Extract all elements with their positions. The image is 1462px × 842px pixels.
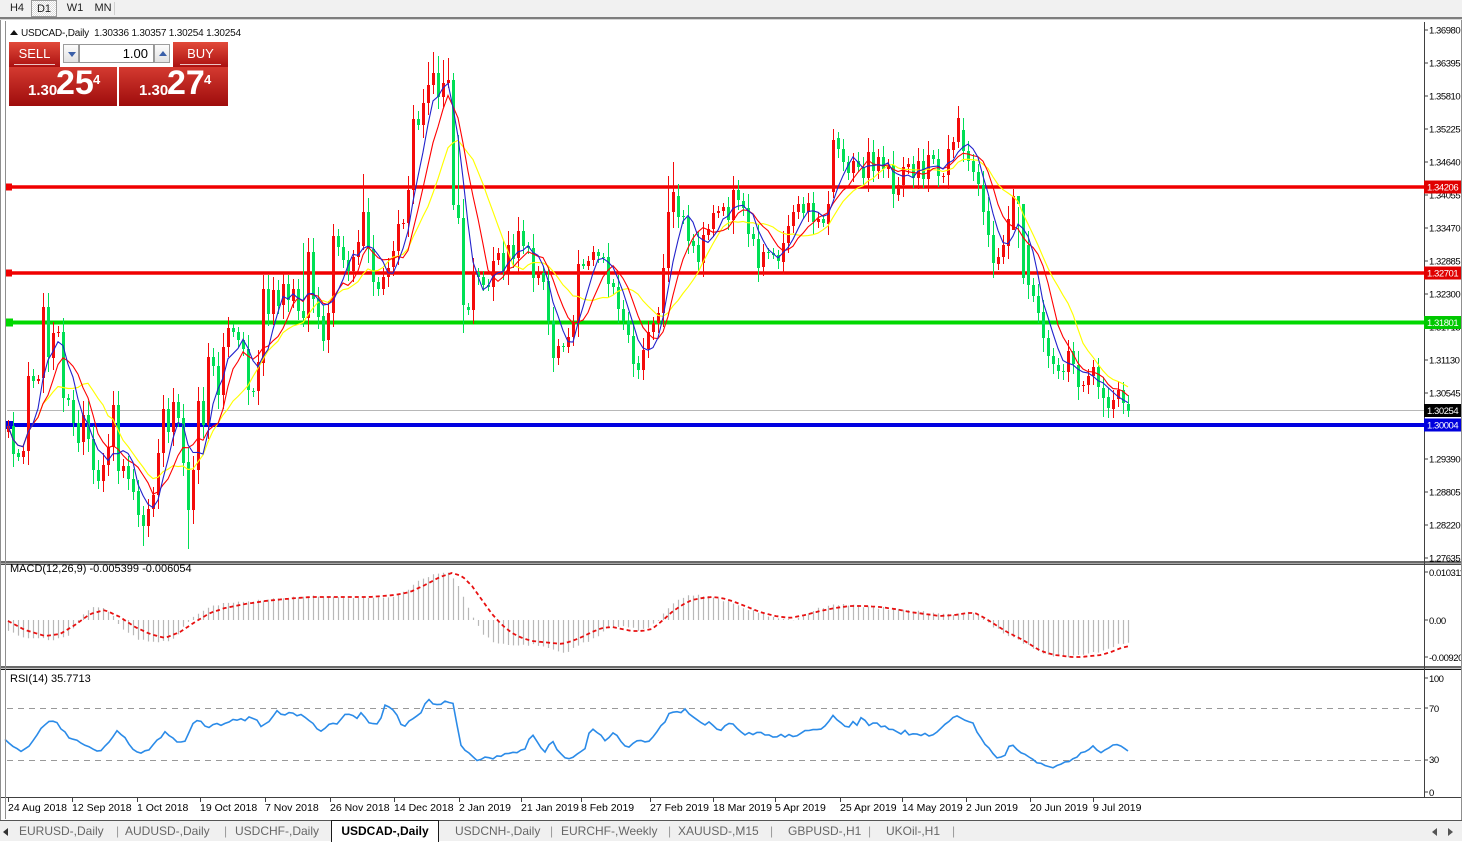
svg-text:MACD(12,26,9) -0.005399 -0.006: MACD(12,26,9) -0.005399 -0.006054 — [10, 563, 192, 575]
svg-text:9 Jul 2019: 9 Jul 2019 — [1093, 802, 1142, 814]
svg-text:25 Apr 2019: 25 Apr 2019 — [840, 802, 897, 814]
svg-text:30: 30 — [1429, 755, 1439, 766]
svg-text:1.28220: 1.28220 — [1429, 521, 1460, 532]
svg-text:14 Dec 2018: 14 Dec 2018 — [394, 802, 454, 814]
svg-text:1.33470: 1.33470 — [1429, 224, 1460, 235]
svg-text:1.31130: 1.31130 — [1429, 356, 1460, 367]
svg-text:0: 0 — [1429, 788, 1434, 799]
svg-text:5 Apr 2019: 5 Apr 2019 — [775, 802, 826, 814]
svg-text:8 Feb 2019: 8 Feb 2019 — [581, 802, 634, 814]
svg-text:RSI(14) 35.7713: RSI(14) 35.7713 — [10, 673, 91, 685]
svg-text:1.34640: 1.34640 — [1429, 158, 1460, 169]
svg-text:1.30254: 1.30254 — [1427, 406, 1458, 417]
svg-text:14 May 2019: 14 May 2019 — [902, 802, 963, 814]
svg-text:2 Jan 2019: 2 Jan 2019 — [459, 802, 511, 814]
svg-text:1.31801: 1.31801 — [1427, 318, 1458, 329]
svg-text:1.30545: 1.30545 — [1429, 389, 1460, 400]
svg-text:1.30004: 1.30004 — [1427, 421, 1458, 432]
svg-text:1.35810: 1.35810 — [1429, 92, 1460, 103]
svg-text:0.010311: 0.010311 — [1429, 568, 1462, 579]
svg-text:1.34206: 1.34206 — [1427, 183, 1458, 194]
svg-text:0.00: 0.00 — [1429, 616, 1446, 627]
svg-text:1.29390: 1.29390 — [1429, 455, 1460, 466]
svg-text:1.32300: 1.32300 — [1429, 290, 1460, 301]
svg-text:18 Mar 2019: 18 Mar 2019 — [713, 802, 772, 814]
svg-text:1 Oct 2018: 1 Oct 2018 — [137, 802, 189, 814]
svg-text:1.36980: 1.36980 — [1429, 26, 1460, 37]
svg-text:1.32701: 1.32701 — [1427, 269, 1458, 280]
svg-text:1.27635: 1.27635 — [1429, 554, 1460, 565]
svg-text:19 Oct 2018: 19 Oct 2018 — [200, 802, 257, 814]
svg-text:2 Jun 2019: 2 Jun 2019 — [966, 802, 1018, 814]
svg-text:70: 70 — [1429, 704, 1439, 715]
svg-text:1.35225: 1.35225 — [1429, 125, 1460, 136]
svg-text:100: 100 — [1429, 674, 1444, 685]
svg-text:12 Sep 2018: 12 Sep 2018 — [72, 802, 132, 814]
svg-text:21 Jan 2019: 21 Jan 2019 — [521, 802, 579, 814]
svg-text:24 Aug 2018: 24 Aug 2018 — [8, 802, 67, 814]
svg-text:1.28805: 1.28805 — [1429, 488, 1460, 499]
svg-text:-0.00920: -0.00920 — [1429, 653, 1462, 664]
svg-text:27 Feb 2019: 27 Feb 2019 — [650, 802, 709, 814]
svg-text:7 Nov 2018: 7 Nov 2018 — [265, 802, 319, 814]
svg-text:26 Nov 2018: 26 Nov 2018 — [330, 802, 390, 814]
svg-text:1.34055: 1.34055 — [1429, 191, 1460, 202]
svg-text:1.36395: 1.36395 — [1429, 59, 1460, 70]
svg-text:1.32885: 1.32885 — [1429, 257, 1460, 268]
svg-text:20 Jun 2019: 20 Jun 2019 — [1030, 802, 1088, 814]
